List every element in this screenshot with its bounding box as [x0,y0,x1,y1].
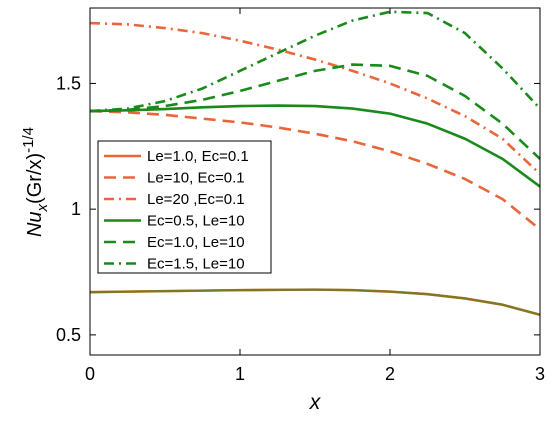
y-axis-title: Nux(Gr/x)-1/4 [20,127,51,237]
series-line-3 [89,21,541,175]
x-tick-label: 3 [535,364,545,384]
x-axis-ticks: 0 1 2 3 [85,8,545,384]
legend-label-1: Le=1.0, Ec=0.1 [147,148,249,165]
series-line-7 [89,288,541,316]
legend-label-5: Ec=1.0, Le=10 [147,234,245,251]
y-tick-label: 1 [71,199,81,219]
series-line-5 [89,63,541,160]
y-axis-ticks: 0.5 1 1.5 [56,73,540,345]
x-tick-label: 1 [235,364,245,384]
x-axis-title: x [309,391,322,414]
series-line-4 [89,104,541,188]
y-tick-label: 0.5 [56,325,81,345]
legend-label-6: Ec=1.5, Le=10 [147,256,245,273]
y-axis-title-sub: x [34,203,51,212]
y-axis-title-base: Nu [24,211,46,237]
y-axis-title-sup: -1/4 [20,127,37,153]
series-line-6 [89,10,541,113]
legend-box [97,140,272,274]
x-tick-label: 2 [385,364,395,384]
y-tick-label: 1.5 [56,73,81,93]
series-line-2 [89,109,541,231]
plot-lines [89,10,541,317]
x-tick-label: 0 [85,364,95,384]
legend-label-3: Le=20 ,Ec=0.1 [147,191,245,208]
legend-label-4: Ec=0.5, Le=10 [147,213,245,230]
legend-label-2: Le=10, Ec=0.1 [147,170,245,187]
plot-frame [89,7,541,356]
legend: Le=1.0, Ec=0.1 Le=10, Ec=0.1 Le=20 ,Ec=0.1… [97,140,272,274]
y-axis-title-middle: (Gr/x) [24,153,46,204]
legend-items: Le=1.0, Ec=0.1 Le=10, Ec=0.1 Le=20 ,Ec=0.1… [104,148,249,273]
